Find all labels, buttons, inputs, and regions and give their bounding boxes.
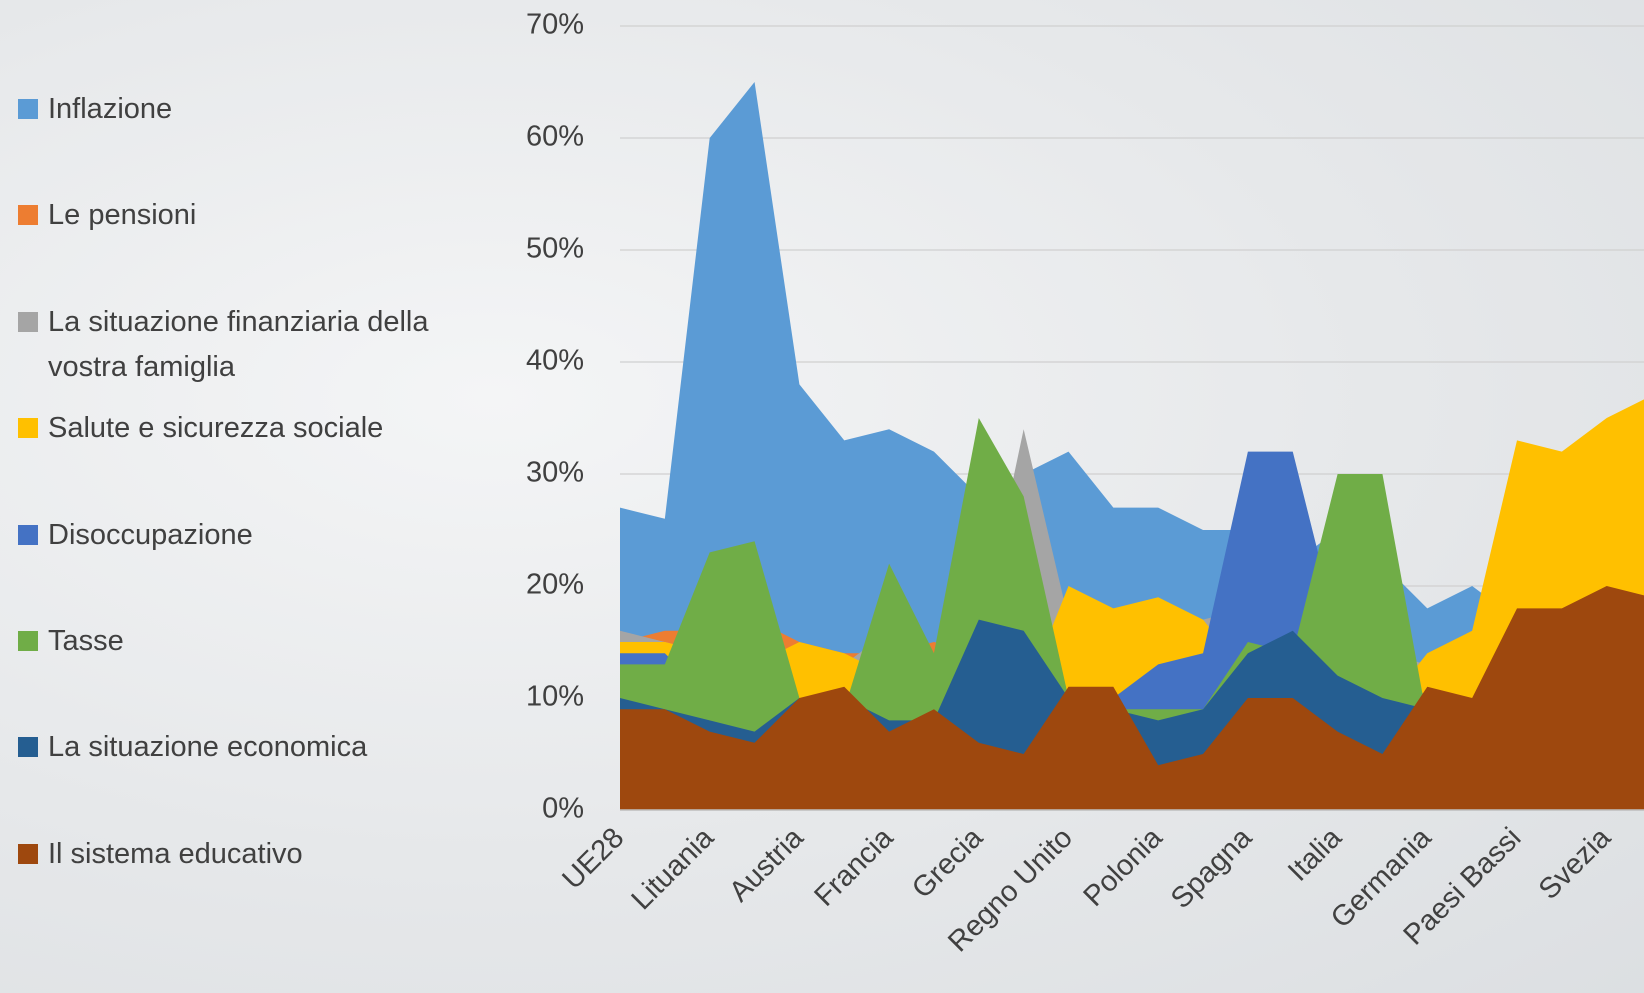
legend-item: La situazione finanziaria della vostra f… [18, 300, 498, 390]
legend-label: Tasse [48, 625, 124, 657]
y-tick-label: 60% [526, 121, 584, 153]
legend-item: Inflazione [18, 87, 498, 132]
y-tick-label: 0% [542, 793, 584, 825]
legend-label: La situazione finanziaria della vostra f… [48, 306, 429, 383]
y-tick-label: 10% [526, 681, 584, 713]
legend-swatch [18, 631, 38, 651]
y-tick-label: 70% [526, 9, 584, 41]
x-tick-label: Austria [723, 821, 810, 908]
legend-label: Salute e sicurezza sociale [48, 412, 384, 444]
legend-item: La situazione economica [18, 725, 498, 770]
legend-label: Inflazione [48, 93, 173, 125]
y-tick-label: 30% [526, 457, 584, 489]
y-tick-label: 50% [526, 233, 584, 265]
y-tick-label: 40% [526, 345, 584, 377]
legend-swatch [18, 844, 38, 864]
legend-item: Disoccupazione [18, 513, 498, 558]
legend-swatch [18, 525, 38, 545]
legend-item: Le pensioni [18, 193, 498, 238]
legend-swatch [18, 737, 38, 757]
legend-item: Il sistema educativo [18, 832, 498, 877]
x-tick-label: Italia [1282, 821, 1349, 888]
legend-item: Tasse [18, 619, 498, 664]
x-tick-label: Svezia [1533, 821, 1618, 906]
x-tick-label: Francia [808, 821, 900, 913]
legend-swatch [18, 205, 38, 225]
x-tick-label: Lituania [626, 821, 721, 916]
legend-item: Salute e sicurezza sociale [18, 406, 498, 451]
area [620, 586, 1644, 810]
legend-swatch [18, 418, 38, 438]
legend-label: Il sistema educativo [48, 838, 303, 870]
legend-label: Disoccupazione [48, 519, 253, 551]
legend-swatch [18, 99, 38, 119]
y-tick-label: 20% [526, 569, 584, 601]
x-tick-label: UE28 [556, 822, 630, 896]
legend-label: La situazione economica [48, 731, 368, 763]
x-tick-label: Spagna [1165, 821, 1259, 915]
x-tick-label: Polonia [1078, 821, 1170, 913]
legend-swatch [18, 312, 38, 332]
x-tick-label: Grecia [906, 821, 990, 905]
areas [620, 82, 1644, 810]
legend-label: Le pensioni [48, 199, 197, 231]
